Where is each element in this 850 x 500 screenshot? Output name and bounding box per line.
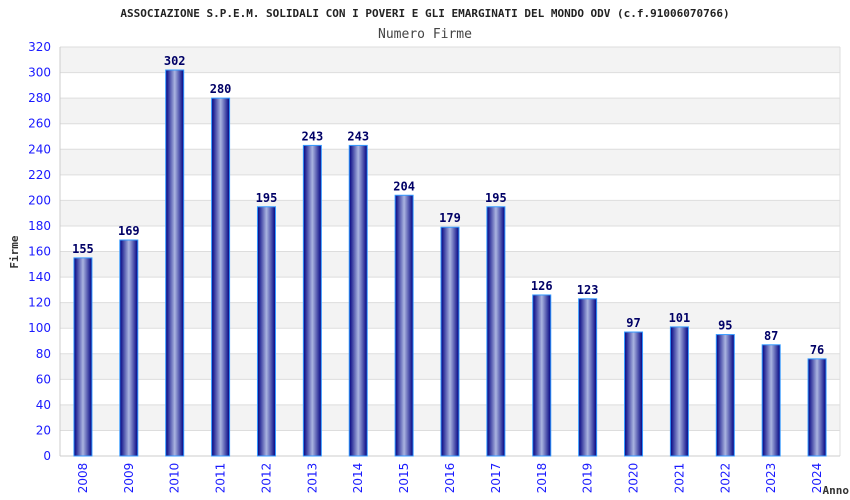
y-tick-label: 200 <box>28 193 51 207</box>
bar-2018 <box>532 294 552 457</box>
bar-2010 <box>165 69 185 457</box>
y-tick-label: 220 <box>28 168 51 182</box>
grid-band <box>60 200 840 226</box>
y-tick-label: 320 <box>28 40 51 54</box>
x-tick-label: 2024 <box>810 463 824 494</box>
data-label-2021: 101 <box>669 311 691 325</box>
bar-2019 <box>578 298 598 457</box>
y-tick-label: 60 <box>36 372 51 386</box>
x-tick-label: 2019 <box>581 463 595 494</box>
y-tick-label: 0 <box>43 449 51 463</box>
x-axis-label: Anno <box>823 484 850 497</box>
x-tick-label: 2023 <box>764 463 778 494</box>
x-tick-label: 2020 <box>627 463 641 494</box>
x-tick-label: 2012 <box>259 463 273 494</box>
bar-2016 <box>440 226 460 457</box>
data-label-2010: 302 <box>164 54 186 68</box>
y-tick-label: 80 <box>36 347 51 361</box>
y-tick-label: 40 <box>36 398 51 412</box>
bar-2011 <box>211 97 231 457</box>
y-tick-label: 180 <box>28 219 51 233</box>
x-tick-label: 2010 <box>168 463 182 494</box>
x-tick-label: 2013 <box>305 463 319 494</box>
bar-2012 <box>256 206 276 457</box>
x-tick-label: 2009 <box>122 463 136 494</box>
data-label-2024: 76 <box>810 343 824 357</box>
bar-2022 <box>715 334 735 457</box>
data-label-2009: 169 <box>118 224 140 238</box>
y-axis-label: Firme <box>8 235 21 268</box>
x-tick-label: 2016 <box>443 463 457 494</box>
data-label-2020: 97 <box>626 316 640 330</box>
chart-title: ASSOCIAZIONE S.P.E.M. SOLIDALI CON I POV… <box>120 7 729 20</box>
y-tick-label: 20 <box>36 423 51 437</box>
y-tick-label: 120 <box>28 296 51 310</box>
bar-2014 <box>348 144 368 457</box>
data-label-2018: 126 <box>531 279 553 293</box>
bar-2020 <box>624 331 644 457</box>
bar-2021 <box>669 326 689 457</box>
bar-2009 <box>119 239 139 457</box>
grid-band <box>60 47 840 73</box>
data-label-2014: 243 <box>347 129 369 143</box>
x-tick-label: 2018 <box>535 463 549 494</box>
data-label-2016: 179 <box>439 211 461 225</box>
bar-2017 <box>486 206 506 457</box>
x-tick-label: 2014 <box>351 463 365 494</box>
y-tick-label: 140 <box>28 270 51 284</box>
bar-2008 <box>73 257 93 457</box>
y-tick-label: 240 <box>28 142 51 156</box>
data-label-2015: 204 <box>393 179 415 193</box>
data-label-2022: 95 <box>718 319 732 333</box>
data-label-2019: 123 <box>577 283 599 297</box>
x-tick-label: 2022 <box>718 463 732 494</box>
chart-subtitle: Numero Firme <box>378 27 472 42</box>
data-label-2008: 155 <box>72 242 94 256</box>
x-tick-label: 2015 <box>397 463 411 494</box>
grid-band <box>60 98 840 124</box>
x-tick-label: 2021 <box>672 463 686 494</box>
y-tick-label: 100 <box>28 321 51 335</box>
bar-2023 <box>761 344 781 457</box>
x-tick-label: 2017 <box>489 463 503 494</box>
y-tick-label: 300 <box>28 66 51 80</box>
y-tick-label: 260 <box>28 117 51 131</box>
data-label-2011: 280 <box>210 82 232 96</box>
bar-2024 <box>807 358 827 457</box>
data-label-2023: 87 <box>764 329 778 343</box>
grid-band <box>60 149 840 175</box>
y-tick-label: 160 <box>28 245 51 259</box>
y-tick-label: 280 <box>28 91 51 105</box>
x-tick-label: 2011 <box>214 463 228 494</box>
data-label-2017: 195 <box>485 191 507 205</box>
x-tick-label: 2008 <box>76 463 90 494</box>
bar-2013 <box>302 144 322 457</box>
data-label-2013: 243 <box>302 129 324 143</box>
bar-2015 <box>394 194 414 457</box>
data-label-2012: 195 <box>256 191 278 205</box>
